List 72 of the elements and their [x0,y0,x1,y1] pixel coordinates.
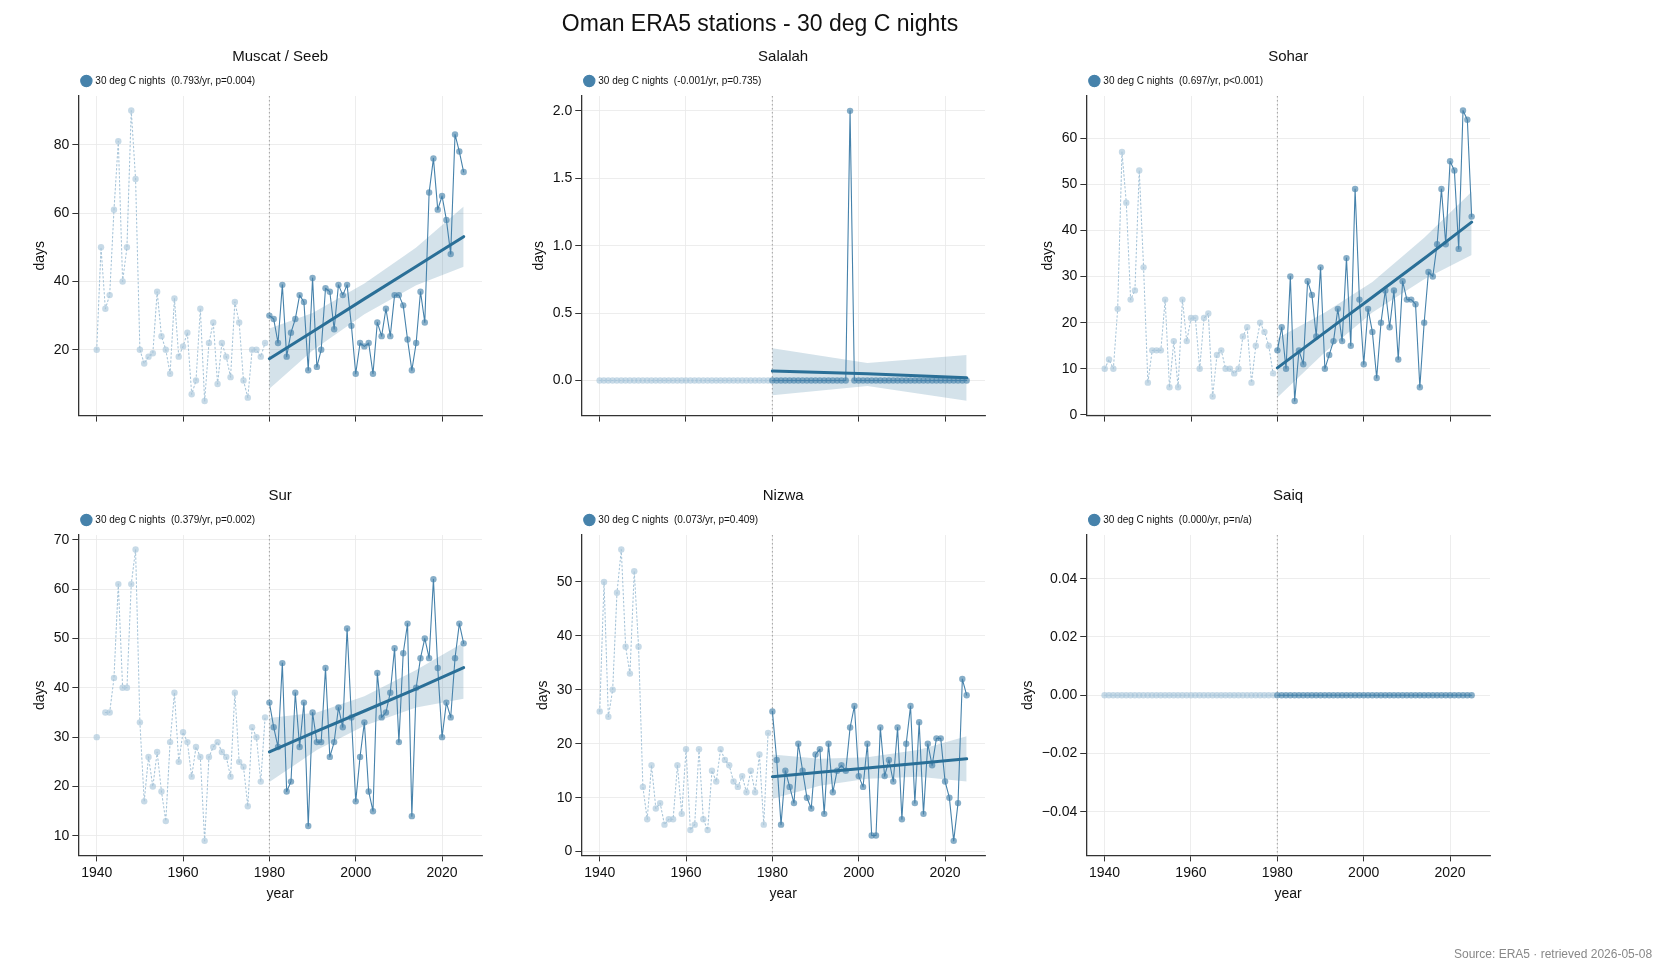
y-tick-label: 30 [53,728,70,745]
y-tick-label: 0.0 [552,371,573,388]
x-tick-label: 2000 [1348,863,1380,880]
x-tick-label: 2020 [426,863,458,880]
x-axis-title: year [1274,885,1303,902]
y-axis-title: days [31,680,48,710]
x-axis-title: year [266,885,295,902]
y-axis-title: days [534,680,551,710]
y-tick-label: 40 [53,272,70,289]
y-tick-label: 50 [53,629,70,646]
legend-label: 30 deg C nights (0.073/yr, p=0.409) [598,513,759,525]
y-axis-title: days [1019,680,1036,710]
x-tick-label: 1960 [1175,863,1207,880]
y-axis-title: days [530,241,547,271]
y-tick-label: 20 [53,777,70,794]
legend-label: 30 deg C nights (-0.001/yr, p=0.735) [598,74,762,86]
x-axis-title: year [769,885,798,902]
x-tick-label: 2000 [843,863,875,880]
chart-title: Nizwa [762,486,805,504]
y-tick-label: 30 [1061,267,1078,284]
y-tick-label: 0 [564,842,573,859]
y-tick-label: −0.04 [1041,802,1078,819]
x-tick-label: 2020 [1434,863,1466,880]
y-tick-label: 20 [1061,313,1078,330]
y-tick-label: 40 [1061,221,1078,238]
chart-title: Muscat / Seeb [232,47,329,65]
chart-title: Sohar [1268,47,1309,65]
x-tick-label: 1980 [253,863,286,880]
y-tick-label: 0.00 [1049,686,1078,703]
y-tick-label: 20 [53,340,70,357]
y-tick-label: 20 [556,734,573,751]
y-tick-label: 80 [53,135,70,152]
y-axis-title: days [1039,241,1056,271]
chart-title: Saiq [1273,486,1304,504]
y-tick-label: 1.0 [552,236,573,253]
legend-label: 30 deg C nights (0.697/yr, p<0.001) [1103,74,1264,86]
y-tick-label: 70 [53,530,70,547]
y-tick-label: 40 [556,626,573,643]
x-tick-label: 1940 [584,863,616,880]
y-tick-label: 2.0 [552,101,573,118]
x-tick-label: 1980 [756,863,789,880]
y-tick-label: 10 [53,826,70,843]
x-tick-label: 1960 [167,863,199,880]
y-tick-label: 60 [1061,129,1078,146]
text: Oman ERA5 stations - 30 deg C nights [560,9,960,38]
source-note: Source: ERA5 · retrieved 2026-05-08 [1454,947,1653,961]
y-tick-label: 40 [53,678,70,695]
y-tick-label: 50 [556,572,573,589]
y-axis-title: days [31,241,48,271]
x-tick-label: 2020 [929,863,961,880]
y-tick-label: 0.02 [1049,627,1078,644]
x-tick-label: 1940 [81,863,113,880]
chart-title: Sur [268,486,292,504]
legend-label: 30 deg C nights (0.379/yr, p=0.002) [95,513,256,525]
y-tick-label: 0.04 [1049,569,1078,586]
y-tick-label: −0.02 [1041,744,1078,761]
x-tick-label: 1960 [670,863,702,880]
chart-title: Salalah [758,47,809,65]
y-tick-label: 0 [1069,405,1078,422]
x-tick-label: 1940 [1089,863,1121,880]
y-tick-label: 1.5 [552,169,573,186]
legend-label: 30 deg C nights (0.000/yr, p=n/a) [1103,513,1252,525]
legend-label: 30 deg C nights (0.793/yr, p=0.004) [95,74,256,86]
y-tick-label: 30 [556,680,573,697]
y-tick-label: 10 [556,788,573,805]
y-tick-label: 0.5 [552,303,573,320]
y-tick-label: 60 [53,579,70,596]
x-tick-label: 2000 [340,863,372,880]
y-tick-label: 10 [1061,359,1078,376]
x-tick-label: 1980 [1261,863,1294,880]
y-tick-label: 60 [53,203,70,220]
y-tick-label: 50 [1061,175,1078,192]
